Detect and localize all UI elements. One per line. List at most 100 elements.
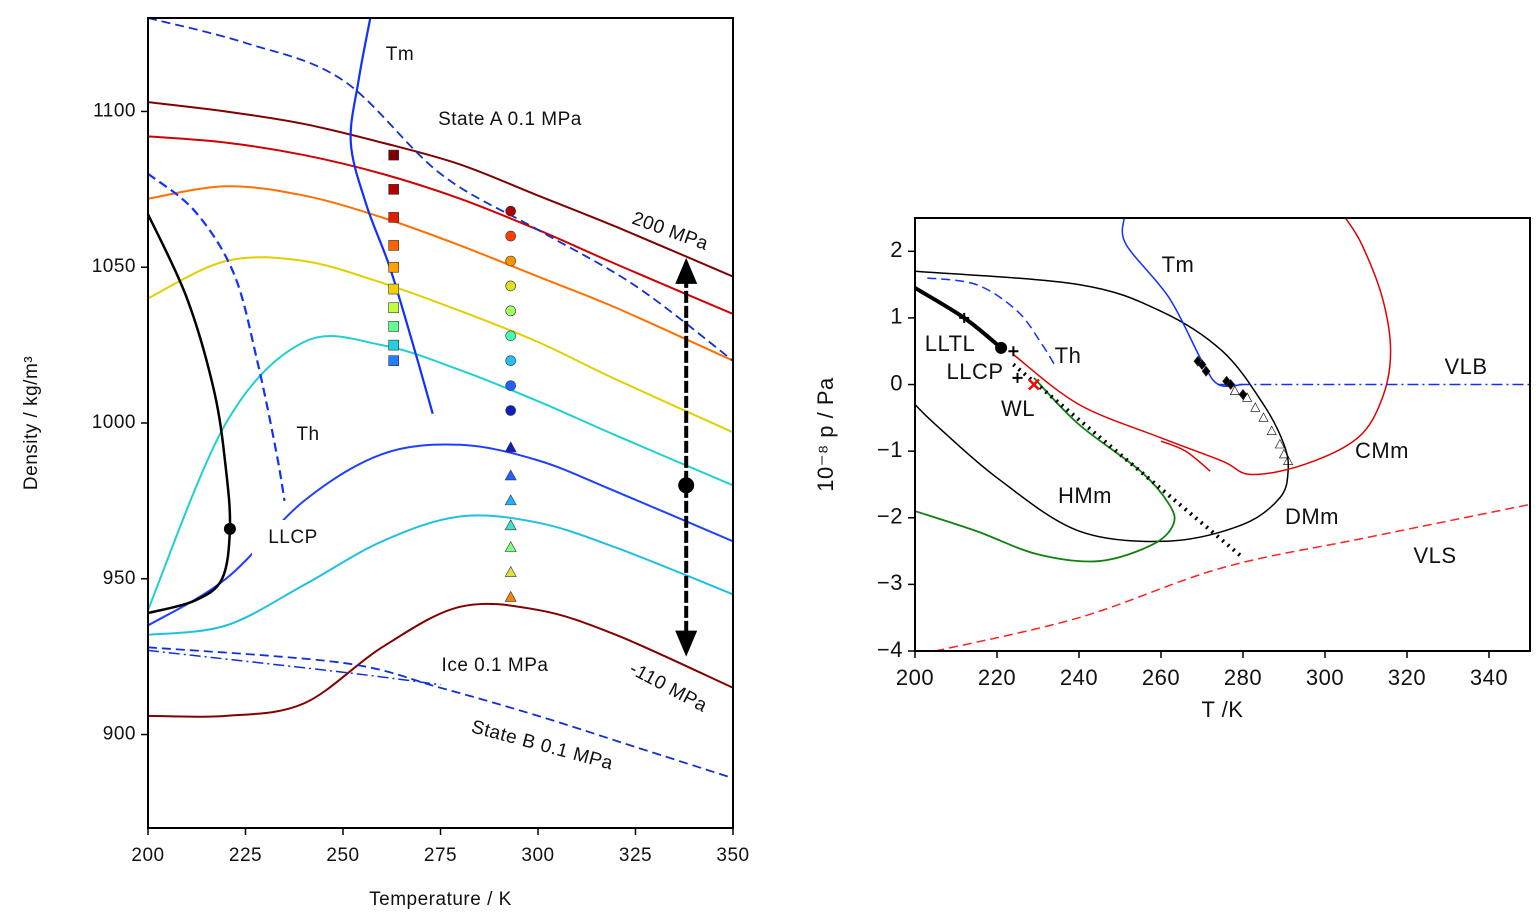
y-tick-label: −1: [877, 437, 903, 462]
marker: [504, 519, 517, 531]
marker: [1028, 378, 1040, 391]
annotation: -110 MPa: [626, 658, 711, 716]
annotation: VLB: [1444, 354, 1487, 379]
marker: [1283, 455, 1294, 465]
x-tick-label: 200: [896, 665, 934, 690]
marker: [505, 355, 517, 366]
curve: [935, 503, 1530, 651]
annotation: VLS: [1413, 543, 1456, 568]
arrow-head: [675, 257, 698, 284]
marker: [388, 321, 400, 332]
curve: [349, 18, 434, 414]
critical-point: [995, 341, 1008, 354]
annotation: 200 MPa: [629, 208, 711, 255]
x-tick-label: 275: [424, 845, 457, 866]
curve: [1160, 440, 1211, 472]
marker: [1274, 438, 1285, 449]
marker: [388, 240, 400, 251]
x-tick-label: 225: [229, 845, 262, 866]
annotation: LLCP: [946, 359, 1003, 384]
x-tick-label: 250: [326, 845, 359, 866]
curve: [915, 377, 1176, 563]
marker: [505, 405, 517, 416]
annotation: Th: [1055, 343, 1082, 368]
left-chart: 200 225 250 275 300 325 350 900 950 1000 1050 1100 T…: [21, 17, 749, 910]
marker: [388, 149, 400, 161]
marker: [1266, 425, 1277, 435]
x-tick-label: 300: [521, 845, 554, 866]
curve: [915, 270, 1290, 543]
x-tick-label: 200: [131, 845, 164, 866]
curve: [148, 514, 733, 636]
axes-frame: [914, 217, 1531, 652]
y-tick-label: −2: [877, 504, 903, 529]
y-tick-label: 2: [890, 237, 903, 262]
marker: [505, 280, 517, 292]
marker: [505, 305, 517, 317]
y-axis-label: 10⁻⁸ p / Pa: [813, 377, 838, 492]
marker: [388, 339, 400, 351]
annotation: CMm: [1355, 438, 1409, 463]
curve: [148, 256, 733, 434]
marker: [1238, 389, 1248, 401]
curve: [148, 213, 232, 615]
y-tick-label: 900: [103, 724, 136, 745]
annotation: DMm: [1285, 504, 1339, 529]
marker: [1258, 412, 1269, 422]
marker: [505, 205, 517, 217]
curve: [148, 602, 733, 718]
curve: [148, 135, 733, 315]
annotation: LLTL: [925, 331, 976, 356]
marker: [388, 355, 400, 366]
marker: [504, 469, 517, 481]
y-tick-label: −4: [877, 637, 903, 662]
curve: [927, 277, 1056, 365]
x-tick-label: 325: [619, 845, 652, 866]
x-axis-label: Temperature / K: [369, 889, 512, 910]
marker: [1279, 448, 1289, 459]
x-tick-label: 240: [1060, 665, 1098, 690]
y-tick-label: 0: [890, 370, 903, 395]
right-chart: 200 220 240 260 280 300 320 340 −4 −3 −2 −1 0 1 2 T /K 1…: [813, 217, 1531, 722]
curve: [148, 335, 733, 611]
annotation: WL: [1001, 396, 1035, 421]
axes-frame: [147, 17, 734, 829]
curve: [148, 101, 733, 278]
x-tick-label: 220: [978, 665, 1016, 690]
y-tick-label: 1050: [92, 256, 136, 277]
marker: [1226, 379, 1236, 391]
y-tick-label: 950: [103, 568, 136, 589]
critical-point: [223, 522, 236, 535]
curve: [1012, 218, 1392, 476]
marker: [1250, 402, 1261, 412]
annotation: Tm: [386, 44, 414, 65]
marker: [388, 302, 400, 314]
curve: [148, 649, 441, 686]
marker: [505, 380, 517, 391]
curve: [148, 443, 733, 627]
annotations: Tm State A 0.1 MPa 200 MPa Th LLCP Ice 0…: [252, 44, 1487, 775]
x-axis-label: T /K: [1202, 697, 1244, 722]
annotation: Ice 0.1 MPa: [442, 655, 549, 676]
marker: [388, 184, 400, 195]
x-tick-label: 300: [1306, 665, 1344, 690]
annotation: LLCP: [268, 527, 318, 548]
x-tick-label: 260: [1142, 665, 1180, 690]
curve: [1012, 363, 1245, 560]
curve: [148, 18, 733, 362]
annotation: Th: [296, 424, 319, 445]
plot-area: [148, 18, 733, 780]
y-axis-label: Density / kg/m³: [21, 356, 42, 490]
marker: [504, 565, 517, 577]
marker: [505, 230, 517, 242]
marker: [388, 212, 400, 223]
marker: [959, 312, 970, 323]
x-tick-label: 320: [1388, 665, 1426, 690]
x-tick-label: 280: [1224, 665, 1262, 690]
curve: [148, 185, 733, 362]
curve: [148, 646, 733, 780]
marker: [504, 590, 517, 602]
marker: [1008, 346, 1019, 357]
plot-area: [915, 218, 1530, 651]
